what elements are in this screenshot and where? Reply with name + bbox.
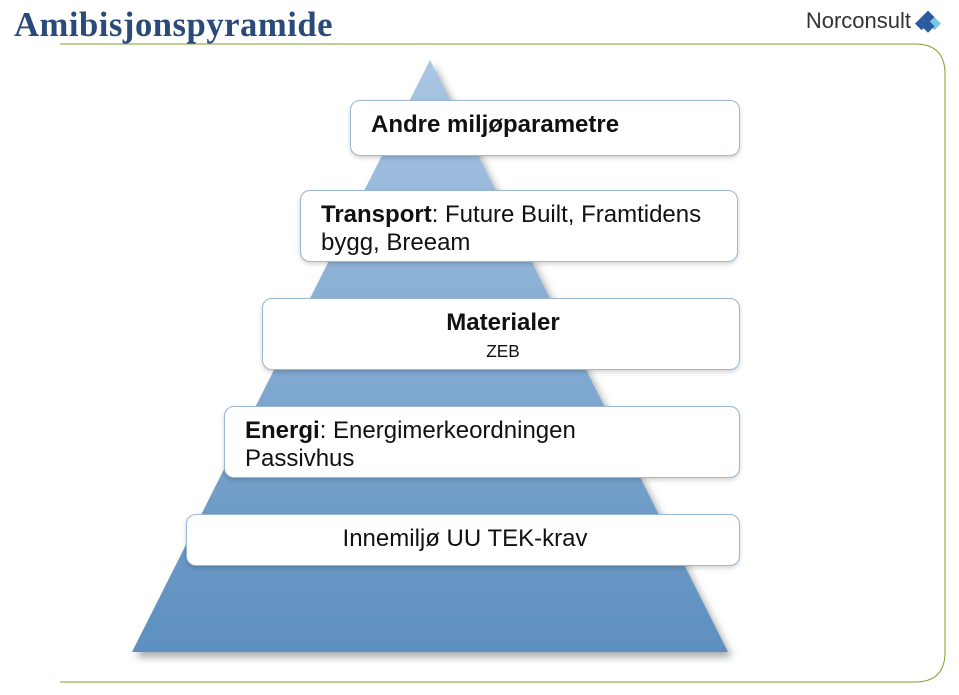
level3-title: Materialer [283,309,723,337]
pyramid-level-4: Energi: Energimerkeordningen Passivhus [224,406,740,478]
level2-line1: Transport: Future Built, Framtidens [321,201,721,229]
level4-line1: Energi: Energimerkeordningen [245,417,723,445]
pyramid-level-5: Innemiljø UU TEK-krav [186,514,740,566]
pyramid-level-1: Andre miljøparametre [350,100,740,156]
pyramid-level-2: Transport: Future Built, Framtidens bygg… [300,190,738,262]
pyramid-level-3: Materialer ZEB [262,298,740,370]
level4-line1-bold: Energi [245,417,320,444]
level1-title: Andre miljøparametre [371,111,723,139]
level2-line1-bold: Transport [321,201,432,228]
level2-line2: bygg, Breeam [321,229,721,257]
level4-line1-rest: : Energimerkeordningen [320,417,576,444]
level4-line2: Passivhus [245,445,723,473]
level5-text: Innemiljø UU TEK-krav [207,525,723,553]
level3-sub: ZEB [283,341,723,362]
level2-line1-rest: : Future Built, Framtidens [432,201,701,228]
